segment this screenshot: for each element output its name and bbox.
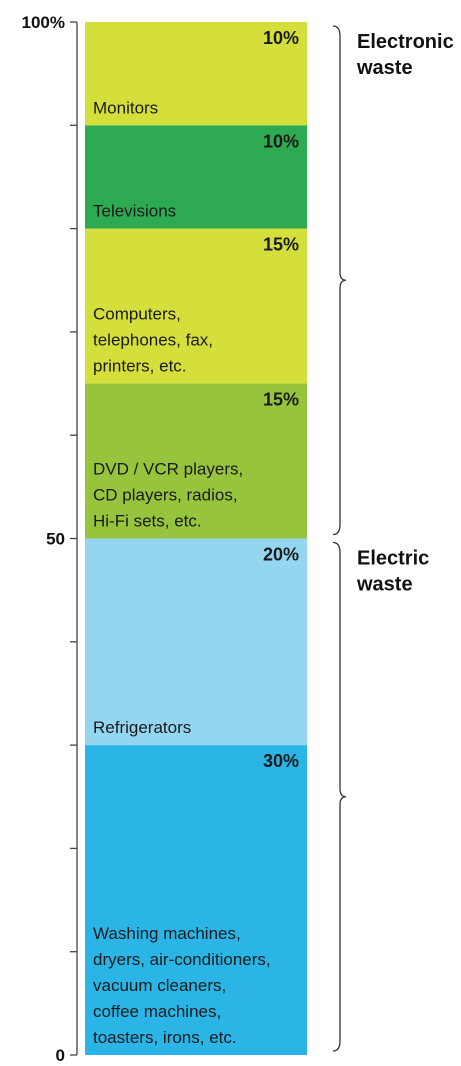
- segment-category-label: toasters, irons, etc.: [93, 1028, 237, 1047]
- segment-category-label: vacuum cleaners,: [93, 976, 226, 995]
- segment-percent-label: 10%: [263, 28, 299, 48]
- segment-percent-label: 15%: [263, 390, 299, 410]
- segment-category-label: Refrigerators: [93, 718, 191, 737]
- group-label: Electronic: [357, 31, 454, 53]
- bar-segment: 10% Monitors: [85, 22, 307, 126]
- bar-segment: 20% Refrigerators: [85, 538, 307, 746]
- bar-segments: 30% Washing machines, dryers, air-conditio…: [85, 22, 307, 1055]
- segment-percent-label: 30%: [263, 751, 299, 771]
- segment-category-label: printers, etc.: [93, 357, 187, 376]
- group-label: waste: [356, 574, 413, 596]
- segment-category-label: DVD / VCR players,: [93, 460, 243, 479]
- segment-rect: [85, 228, 307, 384]
- bar-segment: 15% Computers, telephones, fax, printers, e…: [85, 228, 307, 384]
- bar-segment: 10% Televisions: [85, 125, 307, 229]
- segment-category-label: Computers,: [93, 305, 181, 324]
- segment-rect: [85, 22, 307, 126]
- segment-rect: [85, 383, 307, 539]
- group-label: waste: [356, 57, 413, 79]
- bar-segment: 30% Washing machines, dryers, air-conditio…: [85, 745, 307, 1055]
- bar-segment: 15% DVD / VCR players, CD players, radios,…: [85, 383, 307, 539]
- segment-category-label: dryers, air-conditioners,: [93, 950, 271, 969]
- segment-percent-label: 20%: [263, 545, 299, 565]
- segment-category-label: Televisions: [93, 202, 176, 221]
- y-tick-label: 50: [46, 530, 65, 549]
- y-tick-label: 0: [56, 1046, 65, 1065]
- segment-category-label: telephones, fax,: [93, 331, 213, 350]
- group-brackets: Electronic waste Electric waste: [332, 25, 454, 1052]
- segment-category-label: CD players, radios,: [93, 486, 238, 505]
- segment-percent-label: 15%: [263, 235, 299, 255]
- y-axis-ticks: 0 50 100%: [22, 13, 77, 1065]
- segment-category-label: coffee machines,: [93, 1002, 221, 1021]
- segment-category-label: Hi-Fi sets, etc.: [93, 512, 202, 531]
- y-tick-label: 100%: [22, 13, 65, 32]
- segment-rect: [85, 538, 307, 746]
- group-bracket: [332, 25, 347, 536]
- group-label: Electric: [357, 548, 429, 570]
- segment-rect: [85, 745, 307, 1055]
- segment-category-label: Washing machines,: [93, 924, 241, 943]
- segment-rect: [85, 125, 307, 229]
- group-bracket: [332, 541, 347, 1052]
- segment-category-label: Monitors: [93, 98, 158, 117]
- segment-percent-label: 10%: [263, 131, 299, 151]
